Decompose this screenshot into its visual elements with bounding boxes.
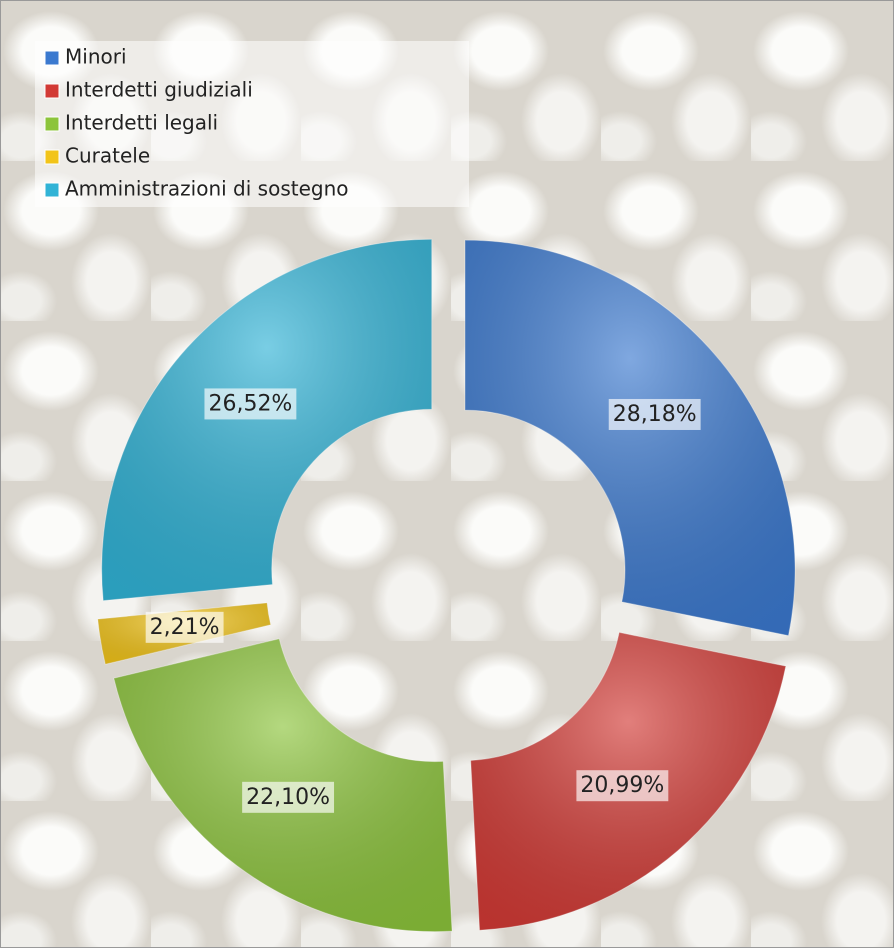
legend-swatch xyxy=(44,116,60,132)
legend-label: Minori xyxy=(65,45,127,69)
value-label-bg xyxy=(145,611,224,643)
value-label: 28,18% xyxy=(613,402,697,427)
value-label: 26,52% xyxy=(208,391,292,416)
legend-label: Amministrazioni di sostegno xyxy=(65,177,349,201)
value-label-bg xyxy=(576,770,669,802)
legend-label: Interdetti giudiziali xyxy=(65,78,253,102)
value-label: 22,10% xyxy=(246,785,330,810)
value-label-bg xyxy=(608,398,701,430)
legend-label: Interdetti legali xyxy=(65,111,218,135)
value-label-bg xyxy=(204,388,297,420)
value-label: 2,21% xyxy=(150,615,220,640)
legend-swatch xyxy=(44,182,60,198)
legend-swatch xyxy=(44,83,60,99)
segment-shine xyxy=(101,239,432,601)
legend-swatch xyxy=(44,50,60,66)
segment-shine xyxy=(465,240,796,636)
value-label: 20,99% xyxy=(580,773,664,798)
legend-label: Curatele xyxy=(65,144,150,168)
legend-box xyxy=(35,41,469,207)
legend-swatch xyxy=(44,149,60,165)
value-label-bg xyxy=(242,781,335,813)
